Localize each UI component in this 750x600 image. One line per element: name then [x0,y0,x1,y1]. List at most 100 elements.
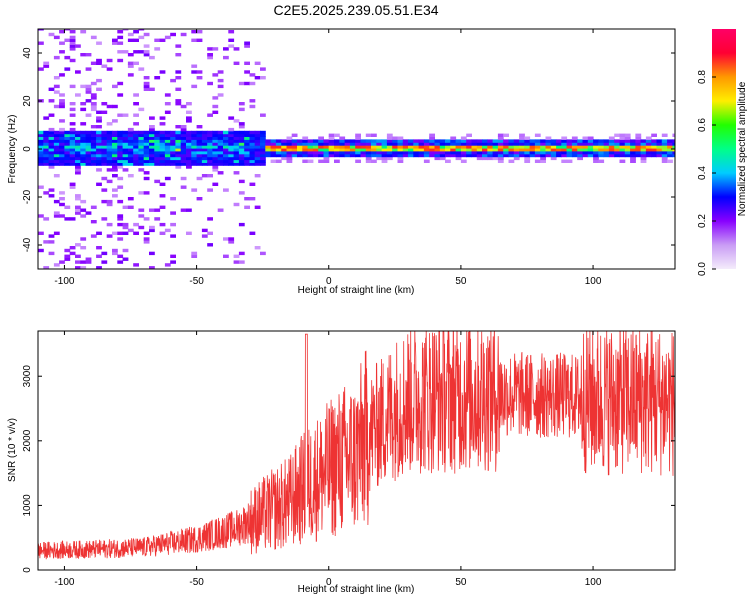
heatmap-cell [122,50,129,54]
heatmap-cell [307,139,314,143]
heatmap-cell [64,150,71,155]
heatmap-cell [143,50,150,54]
heatmap-cell [196,148,203,152]
heatmap-cell [180,159,187,163]
heatmap-cell [149,127,155,132]
heatmap-cell [127,162,134,166]
heatmap-cell [434,148,441,152]
heatmap-cell [534,159,541,163]
heatmap-cell [540,145,546,149]
heatmap-cell [249,156,256,161]
heatmap-cell [392,145,398,149]
heatmap-cell [59,145,65,149]
heatmap-cell [408,150,414,155]
heatmap-cell [133,150,139,155]
heatmap-cell [323,145,330,149]
heatmap-cell [159,222,166,227]
heatmap-cell [64,148,71,152]
heatmap-cell [503,148,509,152]
heatmap-cell [598,139,605,143]
heatmap-cell [133,50,139,54]
heatmap-cell [106,168,113,172]
heatmap-cell [550,142,557,146]
heatmap-cell [53,133,60,137]
heatmap-cell [455,148,462,152]
heatmap-cell [365,156,372,161]
heatmap-cell [630,139,636,143]
heatmap-cell [143,153,150,158]
heatmap-cell [413,145,420,149]
heatmap-cell [667,153,673,158]
heatmap-cell [624,153,631,158]
snr-frame [37,330,676,571]
heatmap-cell [339,150,346,155]
heatmap-cell [286,145,293,149]
heatmap-cell [85,130,92,135]
heatmap-cell [101,156,108,161]
heatmap-cell [127,156,134,161]
heatmap-cell [487,145,494,149]
heatmap-cell [154,159,161,163]
heatmap-cell [196,142,203,146]
heatmap-cell [186,159,192,163]
heatmap-cell [339,139,346,143]
heatmap-cell [48,32,55,37]
heatmap-cell [302,136,309,140]
heatmap-cell [423,150,430,155]
heatmap-cell [85,257,92,261]
heatmap-cell [85,148,92,152]
heatmap-cell [254,162,261,166]
heatmap-cell [593,150,599,155]
heatmap-cell [64,67,71,71]
heatmap-cell [207,156,213,161]
heatmap-cell [519,145,525,149]
heatmap-cell [38,159,44,163]
heatmap-cell [201,174,208,178]
heatmap-cell [85,145,92,149]
heatmap-cell [260,153,266,158]
heatmap-cell [349,145,356,149]
heatmap-cell [191,145,198,149]
heatmap-cell [53,231,60,235]
heatmap-cell [540,153,546,158]
heatmap-cell [127,38,134,42]
heatmap-cell [117,214,124,218]
heatmap-cell [217,150,224,155]
bottom-y-axis-label: SNR (10 * v/v) [7,418,18,482]
heatmap-cell [397,148,404,152]
heatmap-cell [651,145,657,149]
heatmap-cell [53,214,60,218]
heatmap-cell [207,174,213,178]
heatmap-cell [96,145,102,149]
heatmap-cell [170,162,176,166]
heatmap-cell [117,153,124,158]
heatmap-cell [127,64,134,68]
heatmap-cell [217,156,224,161]
heatmap-cell [228,162,235,166]
heatmap-cell [249,159,256,163]
heatmap-cell [64,55,71,60]
heatmap-cell [175,76,182,80]
heatmap-cell [96,58,102,63]
heatmap-cell [101,176,108,181]
heatmap-cell [191,254,198,258]
heatmap-cell [217,171,224,175]
heatmap-cell [244,44,250,48]
heatmap-cell [598,148,605,152]
heatmap-cell [418,145,425,149]
heatmap-cell [106,202,113,207]
heatmap-cell [217,159,224,163]
heatmap-cell [635,139,642,143]
heatmap-cell [117,237,124,241]
heatmap-cell [238,133,245,137]
heatmap-cell [371,133,377,137]
heatmap-cell [196,136,203,140]
heatmap-cell [133,61,139,65]
heatmap-cell [487,150,494,155]
heatmap-cell [117,165,124,169]
heatmap-cell [619,148,626,152]
heatmap-cell [164,156,171,161]
heatmap-cell [413,153,420,158]
heatmap-cell [429,139,435,143]
heatmap-cell [482,153,488,158]
